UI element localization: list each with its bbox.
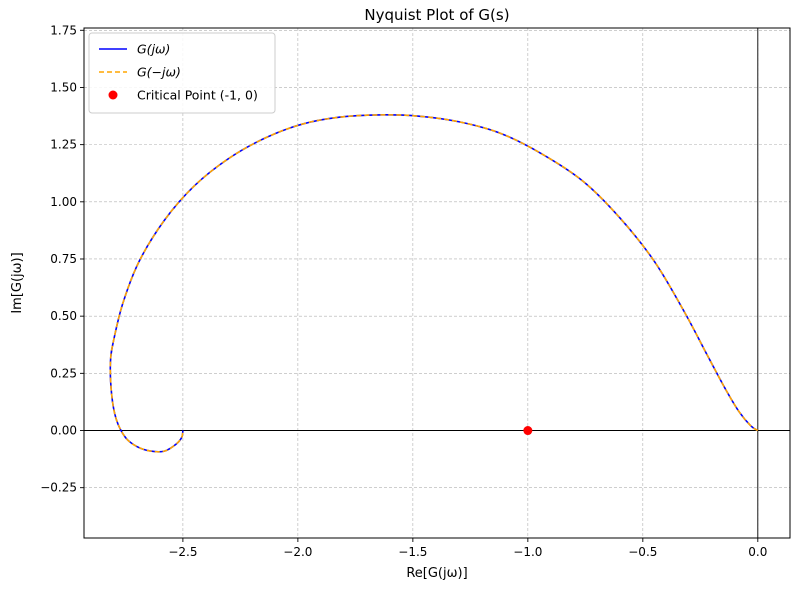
chart-title: Nyquist Plot of G(s) (364, 6, 509, 24)
y-tick-label: 1.50 (50, 80, 77, 94)
series-layer (109, 114, 759, 453)
x-tick-label: −2.0 (283, 545, 312, 559)
series-line-g-neg-jw (109, 114, 759, 453)
legend-label: Critical Point (-1, 0) (137, 88, 258, 103)
reference-lines (84, 28, 790, 538)
x-tick-label: 0.0 (748, 545, 767, 559)
x-axis-label: Re[G(jω)] (406, 566, 467, 581)
y-tick-label: 1.75 (50, 23, 77, 37)
legend-label: G(jω) (137, 42, 170, 57)
x-tick-label: −1.0 (513, 545, 542, 559)
y-axis-ticks: −0.25 0.00 0.25 0.50 0.75 1.00 1.25 1.50 1.75 (40, 23, 84, 495)
x-tick-label: −2.5 (168, 545, 197, 559)
y-tick-label: 1.00 (50, 195, 77, 209)
plot-area-frame (83, 27, 791, 539)
y-tick-label: 0.25 (50, 366, 77, 380)
x-axis-ticks: −2.5 −2.0 −1.5 −1.0 −0.5 0.0 (168, 538, 767, 559)
y-tick-label: 0.00 (50, 424, 77, 438)
legend-label: G(−jω) (137, 65, 181, 80)
legend: G(jω) G(−jω) Critical Point (-1, 0) (88, 32, 276, 114)
x-tick-label: −1.5 (398, 545, 427, 559)
y-tick-label: 0.75 (50, 252, 77, 266)
x-tick-label: −0.5 (628, 545, 657, 559)
legend-box (88, 32, 276, 114)
legend-swatch-marker (108, 90, 118, 100)
y-tick-label: 0.50 (50, 309, 77, 323)
y-axis-label: Im[G(jω)] (10, 252, 25, 313)
critical-point-marker (523, 426, 533, 436)
points-layer (523, 426, 533, 436)
y-tick-label: 1.25 (50, 138, 77, 152)
y-tick-label: −0.25 (40, 481, 77, 495)
